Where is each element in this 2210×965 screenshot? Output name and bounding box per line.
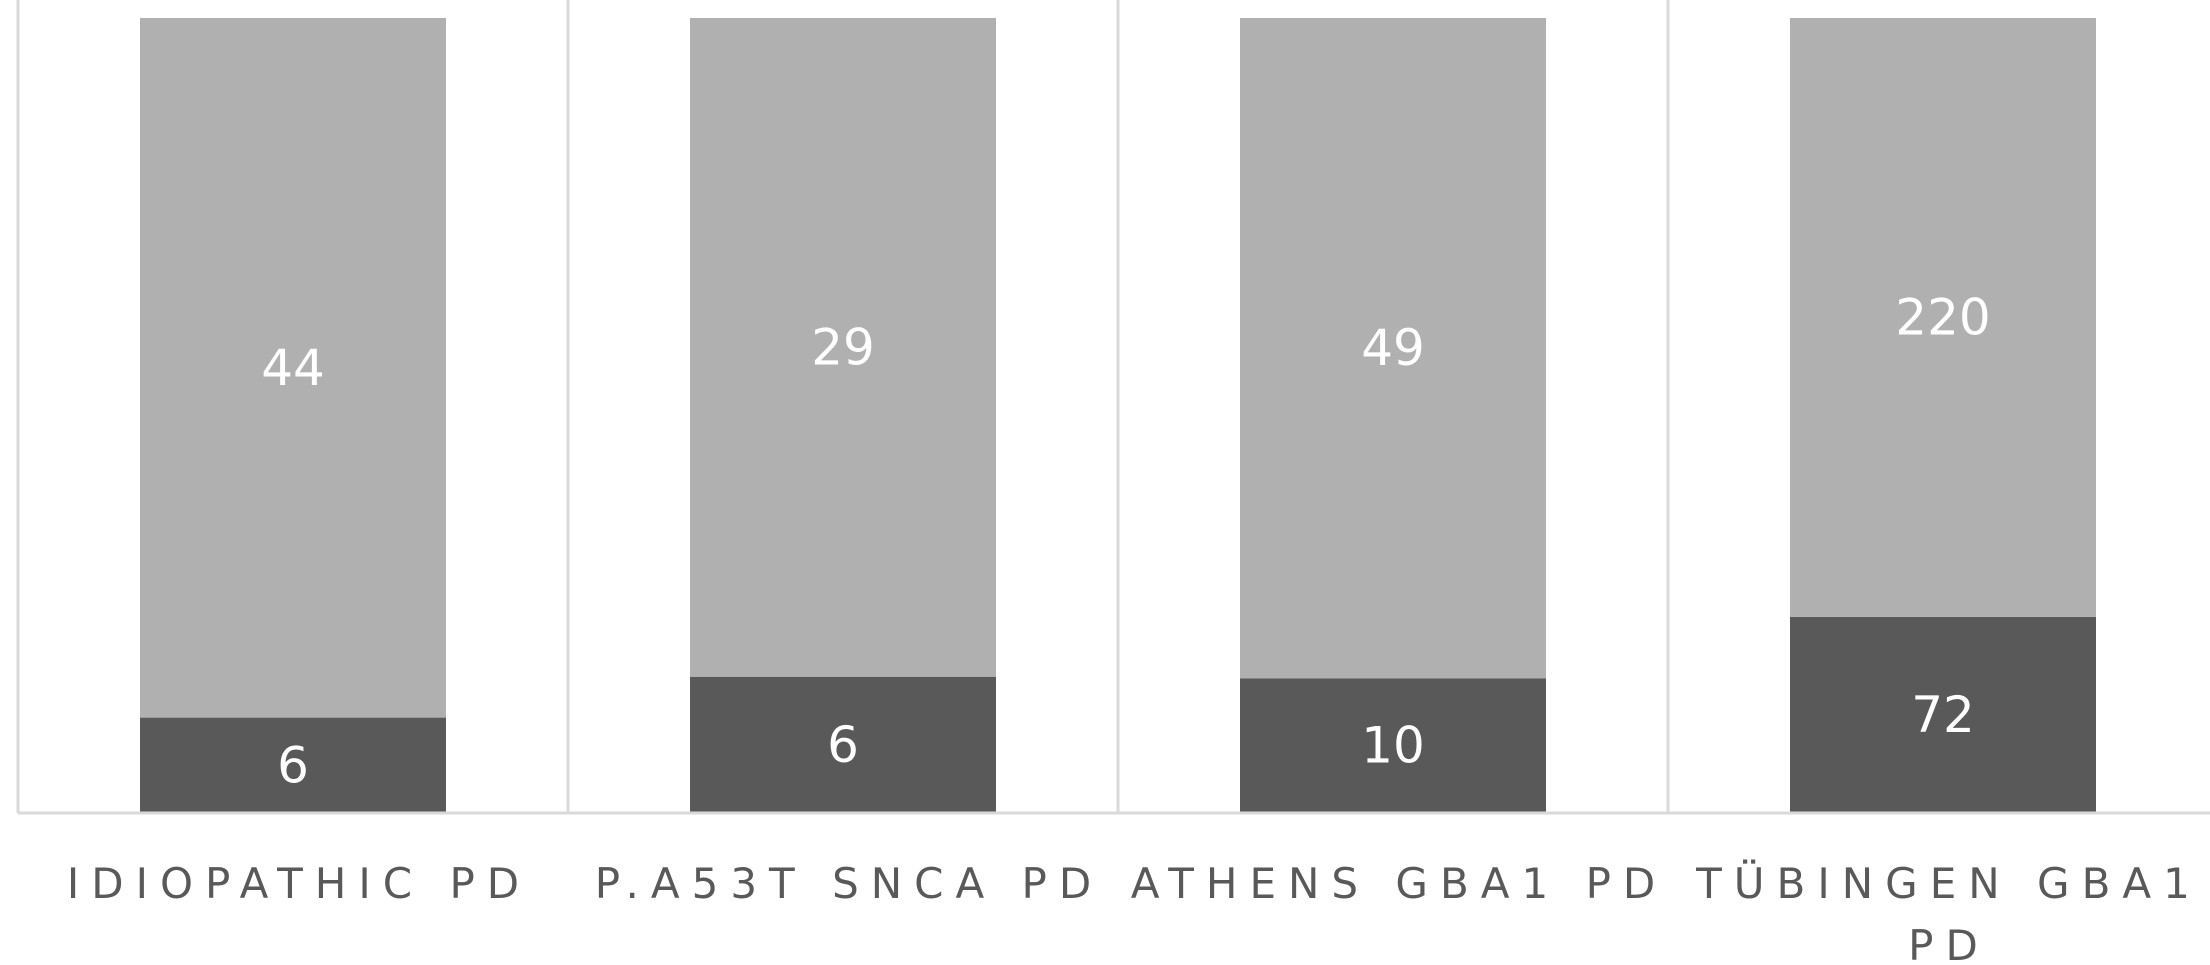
bar-segment bbox=[690, 676, 996, 813]
category-labels: IDIOPATHIC PD P.A53T SNCA PD ATHENS GBA1 P… bbox=[67, 858, 2202, 965]
category-label: TÜBINGEN GBA1 bbox=[1695, 858, 2202, 908]
data-label: 10 bbox=[1361, 717, 1425, 775]
bar-segment bbox=[1790, 616, 2096, 813]
data-label: 29 bbox=[811, 318, 875, 376]
bar-segment bbox=[1790, 18, 2096, 617]
category-label: P.A53T SNCA PD bbox=[595, 859, 1103, 908]
bar-segment bbox=[140, 717, 446, 813]
bar-segment bbox=[1240, 18, 1546, 679]
category-label: ATHENS GBA1 PD bbox=[1131, 859, 1668, 908]
data-label: 220 bbox=[1895, 288, 1990, 346]
data-label: 6 bbox=[827, 716, 859, 774]
category-label: PD bbox=[1908, 921, 1990, 965]
bar-segment bbox=[140, 18, 446, 718]
data-label: 6 bbox=[277, 736, 309, 794]
data-labels: 6 44 6 29 10 49 72 220 bbox=[261, 288, 1991, 794]
data-label: 44 bbox=[261, 339, 325, 397]
bar-segment bbox=[1240, 678, 1546, 813]
category-label: IDIOPATHIC PD bbox=[67, 859, 531, 908]
bar-segments bbox=[140, 18, 2096, 813]
bar-segment bbox=[690, 18, 996, 677]
data-label: 72 bbox=[1911, 686, 1975, 744]
category-separators bbox=[16, 0, 1670, 813]
data-label: 49 bbox=[1361, 319, 1425, 377]
